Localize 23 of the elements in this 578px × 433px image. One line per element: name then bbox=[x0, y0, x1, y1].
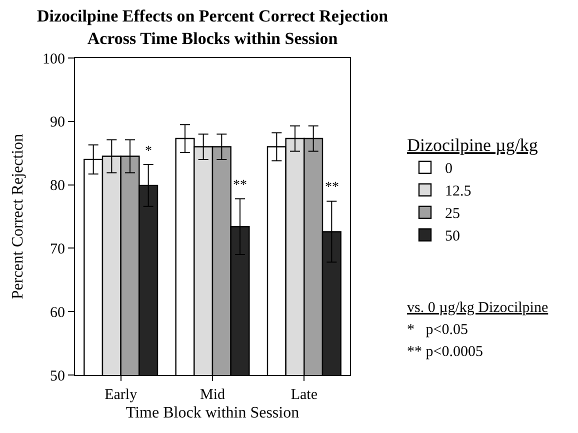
legend-label: 12.5 bbox=[445, 184, 472, 200]
legend-label: 50 bbox=[445, 228, 460, 245]
data-label: ** bbox=[325, 180, 339, 195]
x-tick-label: Early bbox=[104, 387, 138, 403]
x-tick-label: Late bbox=[290, 387, 318, 403]
text: vs. 0 µg/kg Dizocilpine bbox=[407, 300, 548, 316]
y-tick-label: 80 bbox=[50, 178, 65, 194]
data-label: * bbox=[145, 144, 152, 159]
x-axis-title: Time Block within Session bbox=[126, 404, 300, 422]
y-tick-label: 90 bbox=[50, 114, 65, 131]
y-tick-label: 50 bbox=[50, 368, 65, 384]
x-tick-label: Mid bbox=[200, 387, 226, 403]
legend-label: 0 bbox=[445, 161, 452, 178]
legend-label: 25 bbox=[445, 206, 460, 222]
data-label: ** bbox=[233, 178, 247, 193]
y-axis-title: Percent Correct Rejection bbox=[9, 134, 26, 300]
chart-title: Dizocilpine Effects on Percent Correct Rejection Across Time Blocks within Session bbox=[36, 6, 389, 48]
y-tick-label: 60 bbox=[50, 304, 65, 321]
text: * p<0.05 bbox=[407, 322, 468, 338]
legend-title: Dizocilpine µg/kg bbox=[407, 135, 538, 156]
text: ** p<0.0005 bbox=[407, 344, 483, 360]
y-tick-label: 70 bbox=[50, 241, 65, 258]
y-tick-label: 100 bbox=[42, 51, 65, 68]
